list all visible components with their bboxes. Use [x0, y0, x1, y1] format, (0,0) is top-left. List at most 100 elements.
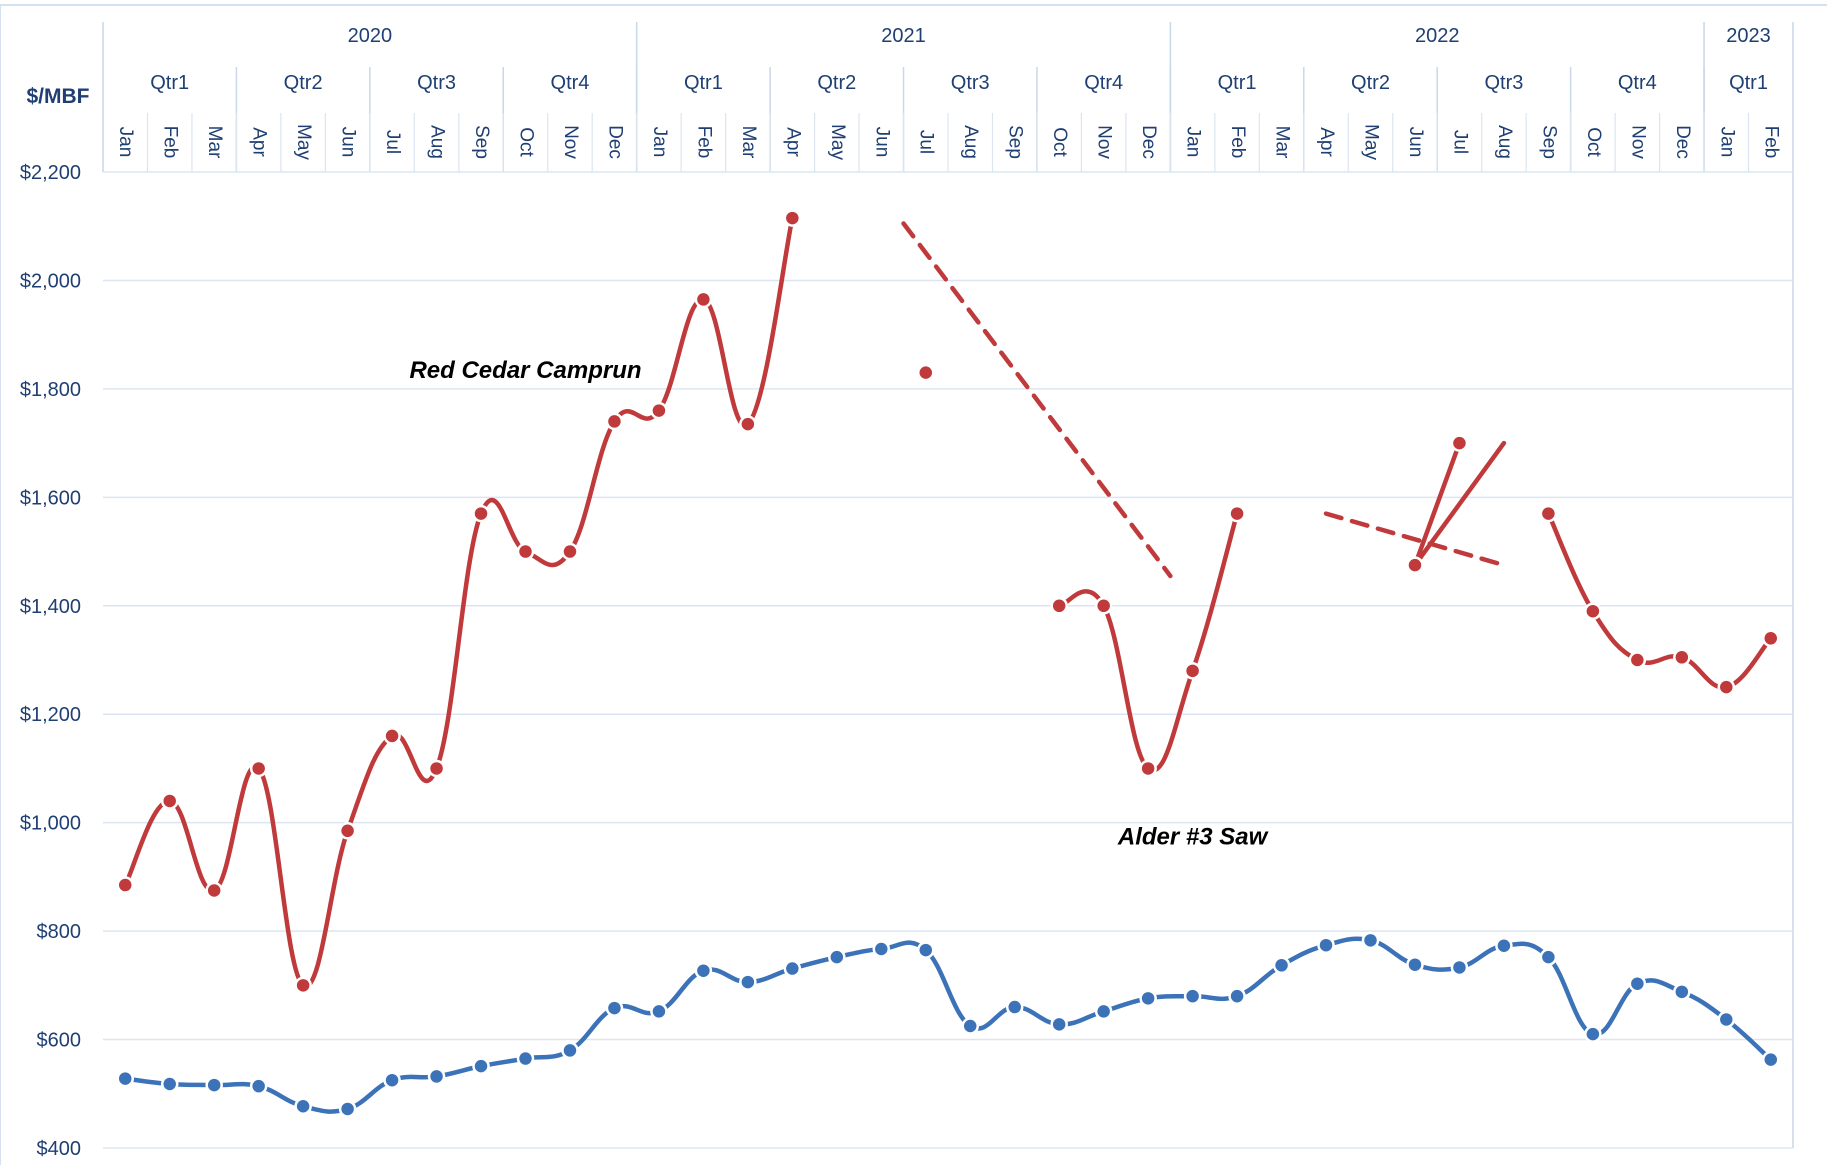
alder-data-point [1094, 1002, 1113, 1021]
month-label: Jul [382, 130, 403, 154]
red-cedar-data-point [1183, 662, 1202, 680]
red-cedar-data-point [1228, 504, 1246, 523]
month-label: May [827, 124, 848, 160]
month-label: Jun [871, 127, 892, 158]
alder-data-point [694, 961, 713, 980]
red-cedar-data-point [383, 727, 401, 745]
alder-data-point [1717, 1010, 1736, 1029]
alder-data-point [427, 1067, 446, 1086]
month-label: Jun [1405, 127, 1426, 158]
red-cedar-data-point [205, 881, 223, 900]
month-label: Sep [1005, 125, 1026, 159]
red-cedar-series-line [1056, 511, 1240, 773]
trend-line-dashed [901, 221, 1173, 579]
alder-data-point [1450, 958, 1469, 977]
month-label: Nov [1094, 125, 1115, 159]
red-cedar-series-line [122, 215, 795, 989]
month-label: Jan [1716, 127, 1737, 158]
quarter-label: Qtr3 [417, 72, 456, 94]
red-cedar-data-point [1628, 651, 1647, 669]
red-cedar-data-point [1050, 597, 1068, 615]
alder-data-point [1762, 1050, 1780, 1069]
alder-series-label: Alder #3 Saw [1117, 823, 1269, 850]
y-tick-label: $2,000 [20, 270, 81, 292]
month-label: Feb [1227, 126, 1248, 159]
month-label: Jul [1449, 130, 1470, 154]
quarter-label: Qtr1 [1729, 72, 1768, 94]
alder-data-point [249, 1077, 268, 1095]
red-cedar-data-point [249, 759, 268, 778]
alder-data-point [872, 940, 891, 958]
y-tick-label: $800 [37, 921, 82, 943]
alder-data-point [739, 973, 757, 991]
month-label: Feb [1761, 126, 1782, 159]
quarter-label: Qtr1 [150, 72, 189, 94]
red-cedar-series-label: Red Cedar Camprun [409, 357, 641, 384]
month-label: Apr [249, 127, 270, 157]
month-label: Aug [1494, 125, 1515, 159]
month-label: May [1360, 124, 1381, 160]
y-tick-label: $600 [37, 1030, 82, 1052]
month-label: Oct [1049, 127, 1070, 157]
quarter-label: Qtr3 [1484, 72, 1523, 94]
alder-data-point [1673, 983, 1691, 1001]
alder-data-point [828, 948, 846, 966]
red-cedar-data-point [1539, 504, 1558, 523]
alder-data-point [383, 1071, 401, 1089]
month-label: Nov [560, 125, 581, 159]
alder-data-point [1495, 937, 1513, 955]
alder-data-point [650, 1002, 668, 1021]
quarter-label: Qtr4 [551, 72, 590, 94]
quarter-label: Qtr2 [817, 72, 856, 94]
alder-data-point [205, 1076, 223, 1094]
alder-series-line [122, 936, 1774, 1114]
red-cedar-data-point [1406, 556, 1424, 574]
alder-data-point [605, 999, 624, 1017]
quarter-label: Qtr1 [1218, 72, 1257, 94]
red-cedar-data-point [160, 792, 179, 810]
month-label: Feb [160, 126, 181, 159]
red-cedar-data-point [338, 822, 357, 840]
month-label: Dec [1672, 125, 1693, 159]
month-label: Apr [1316, 127, 1337, 157]
quarter-label: Qtr3 [951, 72, 990, 94]
month-label: Mar [204, 126, 225, 159]
month-label: Jun [338, 127, 359, 158]
quarter-label: Qtr1 [684, 72, 723, 94]
alder-data-point [1272, 956, 1291, 975]
trend-line-dashed [1323, 511, 1507, 568]
alder-data-point [1005, 998, 1024, 1016]
y-axis-title: $/MBF [27, 85, 90, 108]
red-cedar-data-point [650, 401, 668, 420]
month-label: Jan [1183, 127, 1204, 158]
red-cedar-data-point [1762, 629, 1780, 648]
alder-data-point [1584, 1025, 1602, 1043]
red-cedar-series-line [1546, 511, 1774, 690]
y-tick-label: $400 [37, 1138, 82, 1160]
month-label: Jan [115, 127, 136, 158]
alder-data-point [1406, 955, 1424, 974]
year-label: 2022 [1415, 25, 1460, 47]
red-cedar-series-line [1412, 440, 1462, 568]
quarter-label: Qtr2 [284, 72, 323, 94]
red-cedar-data-point [516, 542, 535, 561]
quarter-label: Qtr4 [1084, 72, 1123, 94]
red-cedar-data-point [1717, 678, 1736, 696]
alder-data-point [1228, 987, 1246, 1005]
red-cedar-data-point [472, 504, 490, 523]
red-cedar-data-point [1139, 759, 1157, 778]
alder-data-point [116, 1069, 134, 1088]
alder-data-point [1539, 948, 1558, 966]
month-label: Dec [1138, 125, 1159, 159]
month-label: Sep [1538, 125, 1559, 159]
alder-data-point [472, 1057, 490, 1075]
month-label: Mar [1272, 126, 1293, 159]
y-tick-label: $1,400 [20, 596, 81, 618]
quarter-label: Qtr2 [1351, 72, 1390, 94]
red-cedar-data-point [739, 415, 757, 433]
y-tick-label: $2,200 [20, 162, 81, 184]
month-label: May [293, 124, 314, 160]
alder-data-point [1628, 974, 1647, 993]
